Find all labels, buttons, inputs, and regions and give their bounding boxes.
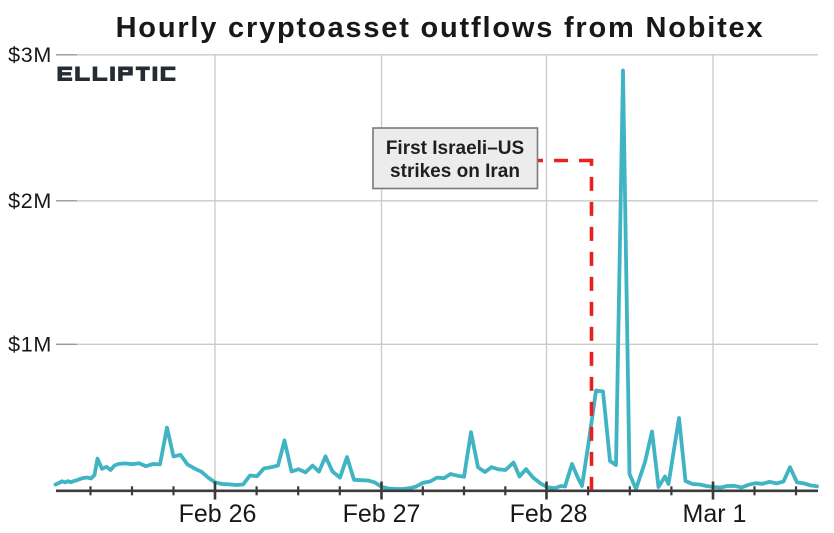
svg-text:Feb 27: Feb 27 (343, 500, 421, 528)
svg-text:$2M: $2M (8, 189, 52, 213)
svg-text:First Israeli–US: First Israeli–US (386, 138, 524, 159)
svg-text:strikes on Iran: strikes on Iran (390, 161, 520, 182)
svg-text:Hourly cryptoasset outflows fr: Hourly cryptoasset outflows from Nobitex (116, 12, 765, 44)
svg-text:$3M: $3M (8, 43, 52, 67)
svg-text:Feb 26: Feb 26 (179, 500, 257, 528)
svg-text:$1M: $1M (8, 333, 52, 357)
svg-text:Mar 1: Mar 1 (683, 500, 747, 528)
svg-text:Feb 28: Feb 28 (510, 500, 588, 528)
